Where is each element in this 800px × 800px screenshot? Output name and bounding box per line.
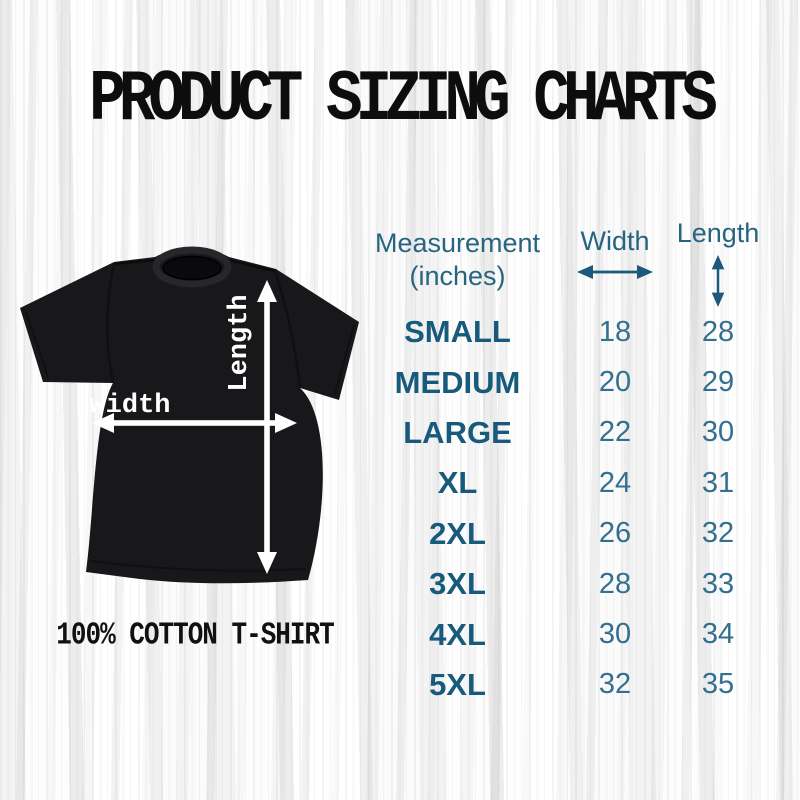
length-value: 32 — [701, 517, 735, 550]
size-label: 4XL — [429, 616, 486, 652]
length-value: 30 — [701, 416, 735, 449]
width-value: 30 — [598, 618, 632, 651]
size-label: 5XL — [429, 666, 486, 702]
tshirt-length-label: Length — [225, 294, 255, 391]
page-title: PRODUCT SIZING CHARTS — [89, 60, 718, 142]
size-label: MEDIUM — [394, 364, 521, 400]
length-value: 31 — [701, 466, 735, 499]
width-arrow — [92, 413, 297, 433]
length-value: 29 — [701, 366, 735, 399]
length-header-label: Length — [676, 218, 760, 248]
size-table: Measurement (inches) Width Length SMALL … — [375, 215, 759, 710]
tshirt-width-label: width — [89, 391, 170, 421]
measurement-header-line2: (inches) — [409, 261, 506, 291]
width-value: 28 — [598, 567, 632, 600]
column-header-measurement: Measurement (inches) — [375, 215, 540, 307]
width-value: 22 — [598, 416, 632, 449]
length-value: 35 — [701, 668, 735, 701]
tshirt-image: width Length — [20, 246, 359, 584]
size-label: SMALL — [404, 314, 511, 350]
width-value: 20 — [598, 366, 632, 399]
length-value: 34 — [701, 618, 735, 651]
size-label: XL — [437, 465, 478, 501]
width-header-label: Width — [580, 226, 650, 256]
size-label: 3XL — [429, 566, 486, 602]
length-value: 33 — [701, 567, 735, 600]
vertical-arrow-icon — [711, 255, 725, 307]
width-value: 32 — [598, 668, 632, 701]
size-label: LARGE — [403, 414, 512, 450]
column-header-length: Length — [677, 215, 759, 307]
size-label: 2XL — [429, 515, 486, 551]
horizontal-arrow-icon — [577, 265, 653, 279]
width-value: 24 — [598, 466, 632, 499]
width-value: 18 — [598, 315, 632, 348]
column-header-width: Width — [540, 215, 690, 307]
tshirt-body — [20, 247, 359, 584]
measurement-header-line1: Measurement — [374, 228, 541, 258]
cotton-caption: 100% COTTON T-SHIRT — [56, 617, 334, 653]
length-arrow — [257, 280, 277, 574]
width-value: 26 — [598, 517, 632, 550]
length-value: 28 — [701, 315, 735, 348]
tshirt-collar — [152, 246, 232, 288]
